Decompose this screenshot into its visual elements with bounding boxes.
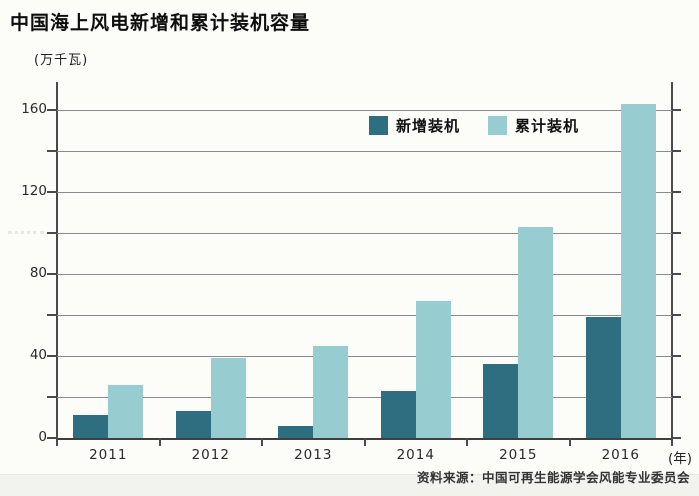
y-axis-label-0: 0 <box>38 429 47 445</box>
y-tick-left-20 <box>47 396 56 398</box>
legend-label-cumulative-installed: 累计装机 <box>515 117 580 135</box>
gridline-140 <box>57 150 672 152</box>
legend: 新增装机 累计装机 <box>369 115 579 136</box>
x-axis-unit-label: (年) <box>668 451 693 467</box>
bar-累计装机-2016 <box>620 103 656 438</box>
x-axis-label-2012: 2012 <box>191 447 230 463</box>
bar-新增装机-2013 <box>278 425 314 438</box>
footer-strip <box>0 474 699 496</box>
x-tick-1 <box>158 438 161 446</box>
gridline-120 <box>57 191 672 193</box>
gridline-80 <box>57 273 672 275</box>
x-axis-label-2011: 2011 <box>89 447 128 463</box>
x-tick-4 <box>466 438 468 446</box>
gridline-40 <box>57 355 672 357</box>
y-tick-right-0 <box>672 437 681 439</box>
x-tick-0 <box>56 438 58 446</box>
bar-累计装机-2013 <box>313 345 349 438</box>
y-axis-label-40: 40 <box>29 347 47 363</box>
x-axis-label-2016: 2016 <box>601 447 640 463</box>
bar-新增装机-2014 <box>380 390 416 438</box>
bar-新增装机-2012 <box>175 411 211 438</box>
y-axis-unit-label: (万千瓦) <box>34 53 89 68</box>
y-tick-right-140 <box>672 150 681 152</box>
bar-累计装机-2014 <box>415 300 451 438</box>
bar-累计装机-2012 <box>210 358 246 438</box>
y-tick-right-20 <box>672 396 681 398</box>
bar-新增装机-2011 <box>73 415 109 438</box>
x-tick-6 <box>671 438 673 446</box>
x-axis-label-2013: 2013 <box>294 447 333 463</box>
bar-新增装机-2015 <box>483 364 519 438</box>
y-axis-label-120: 120 <box>21 183 47 199</box>
y-tick-right-120 <box>672 191 681 193</box>
y-tick-right-60 <box>672 314 681 316</box>
faint-dash-artifact <box>8 231 44 234</box>
gridline-20 <box>57 396 672 398</box>
legend-label-new-installed: 新增装机 <box>396 117 461 135</box>
y-axis-label-80: 80 <box>29 265 47 281</box>
legend-item-cumulative-installed: 累计装机 <box>488 115 579 136</box>
source-note: 资料来源：中国可再生能源学会风能专业委员会 <box>416 470 690 485</box>
y-axis-label-160: 160 <box>21 101 47 117</box>
x-tick-2 <box>261 438 263 446</box>
x-tick-5 <box>568 438 571 446</box>
y-tick-left-60 <box>47 314 56 316</box>
plot-area: 新增装机 累计装机 (年) 0 40 80 120 160 2011 2012 2013 201… <box>21 82 692 467</box>
bar-累计装机-2015 <box>518 226 554 438</box>
y-tick-left-100 <box>47 232 56 234</box>
x-axis-label-2014: 2014 <box>396 447 435 463</box>
y-tick-left-80 <box>47 273 56 275</box>
y-tick-left-120 <box>47 191 56 193</box>
bar-累计装机-2011 <box>108 384 144 438</box>
y-tick-left-140 <box>47 150 56 152</box>
gridline-160 <box>57 109 672 111</box>
y-tick-left-40 <box>47 355 56 357</box>
bar-新增装机-2016 <box>585 317 621 438</box>
legend-swatch-cumulative-installed <box>488 116 508 135</box>
gridline-60 <box>57 314 672 316</box>
chart-title: 中国海上风电新增和累计装机容量 <box>10 12 311 34</box>
y-tick-left-0 <box>47 437 56 439</box>
y-tick-right-100 <box>672 232 681 234</box>
legend-swatch-new-installed <box>369 116 388 135</box>
y-tick-left-160 <box>47 109 56 111</box>
x-axis-label-2015: 2015 <box>499 447 538 463</box>
y-axis-line <box>56 82 58 439</box>
y-tick-right-160 <box>672 109 681 111</box>
y-tick-right-80 <box>672 273 681 275</box>
y-tick-right-40 <box>672 355 681 357</box>
right-axis-line <box>671 82 673 439</box>
legend-item-new-installed: 新增装机 <box>369 115 460 136</box>
gridline-100 <box>57 232 672 234</box>
x-tick-3 <box>363 438 366 446</box>
